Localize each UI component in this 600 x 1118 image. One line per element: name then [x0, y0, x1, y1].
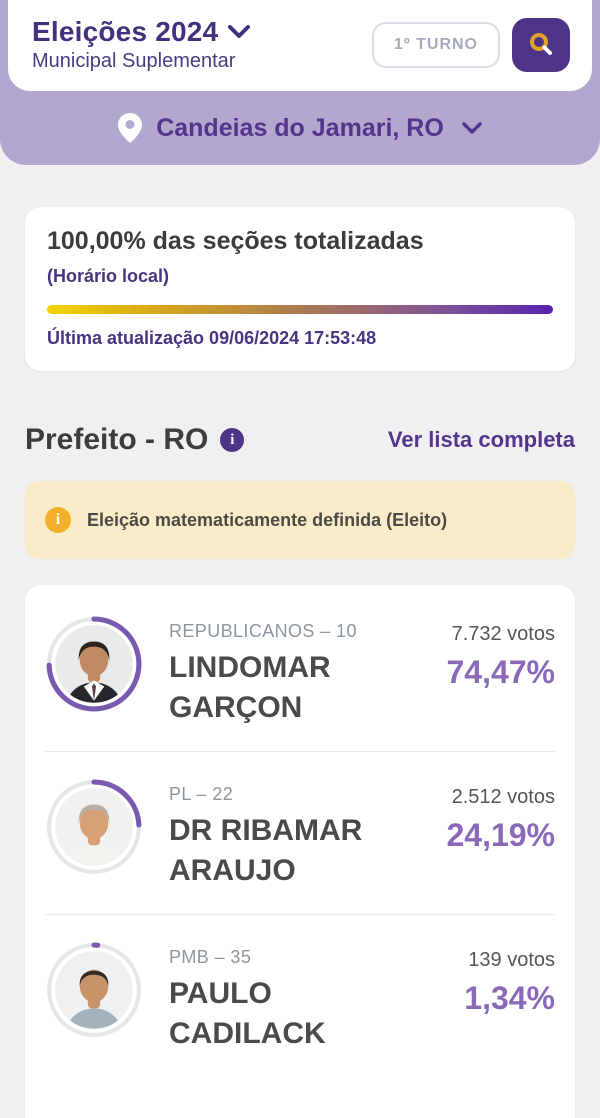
- totalization-headline: 100,00% das seções totalizadas: [47, 227, 424, 255]
- last-update-label: Última atualização 09/06/2024 17:53:48: [47, 328, 377, 348]
- location-selector[interactable]: Candeias do Jamari, RO: [8, 91, 592, 165]
- chevron-down-icon: [462, 121, 482, 135]
- search-icon: [527, 31, 555, 59]
- candidate-row[interactable]: REPUBLICANOS – 10 LINDOMAR GARÇON 7.732 …: [45, 589, 555, 751]
- candidate-row[interactable]: PL – 22 DR RIBAMAR ARAUJO 2.512 votos 24…: [45, 751, 555, 914]
- election-selector[interactable]: Eleições 2024: [32, 16, 251, 48]
- candidate-photo-ring: [45, 778, 143, 876]
- see-full-list-link[interactable]: Ver lista completa: [387, 427, 575, 452]
- chevron-down-icon: [228, 25, 251, 39]
- candidate-photo-ring: [45, 941, 143, 1039]
- title-block: Eleições 2024 Municipal Suplementar: [32, 16, 251, 73]
- round-selector-button[interactable]: 1º TURNO: [371, 21, 500, 68]
- race-header: Prefeito - RO i Ver lista completa: [25, 423, 575, 457]
- totalization-progress-bar: [47, 305, 553, 314]
- search-button[interactable]: [512, 17, 570, 72]
- candidate-votes: 139 votos: [468, 949, 555, 972]
- candidate-name: LINDOMAR GARÇON: [169, 651, 331, 724]
- candidate-name: DR RIBAMAR ARAUJO: [169, 814, 363, 887]
- candidate-percent: 24,19%: [446, 817, 555, 854]
- status-banner-text: Eleição matematicamente definida (Eleito…: [87, 509, 448, 530]
- totalization-card: 100,00% das seções totalizadas (Horário …: [25, 207, 575, 371]
- candidate-votes: 2.512 votos: [451, 786, 555, 809]
- info-icon[interactable]: i: [220, 428, 245, 452]
- candidate-party: PMB – 35: [169, 947, 252, 968]
- race-title: Prefeito - RO: [25, 423, 209, 456]
- location-pin-icon: [118, 113, 143, 143]
- app-subtitle: Municipal Suplementar: [32, 50, 236, 72]
- candidate-party: PL – 22: [169, 784, 234, 805]
- candidate-percent: 1,34%: [464, 980, 555, 1017]
- hero-section: Eleições 2024 Municipal Suplementar 1º T…: [0, 0, 600, 165]
- header-actions: 1º TURNO: [371, 17, 570, 72]
- candidate-row[interactable]: PMB – 35 PAULO CADILACK 139 votos 1,34%: [45, 914, 555, 1077]
- candidate-party: REPUBLICANOS – 10: [169, 621, 357, 641]
- status-banner: i Eleição matematicamente definida (Elei…: [25, 481, 575, 559]
- candidate-percent: 74,47%: [446, 654, 555, 690]
- app-title: Eleições 2024: [32, 16, 219, 47]
- candidate-votes: 7.732 votos: [451, 623, 555, 645]
- timezone-note: (Horário local): [47, 266, 170, 286]
- app-header: Eleições 2024 Municipal Suplementar 1º T…: [8, 0, 592, 91]
- candidates-list: REPUBLICANOS – 10 LINDOMAR GARÇON 7.732 …: [25, 585, 575, 1118]
- candidate-photo-ring: [45, 615, 143, 713]
- info-icon: i: [45, 507, 71, 533]
- location-label: Candeias do Jamari, RO: [156, 113, 444, 142]
- candidate-name: PAULO CADILACK: [169, 977, 326, 1050]
